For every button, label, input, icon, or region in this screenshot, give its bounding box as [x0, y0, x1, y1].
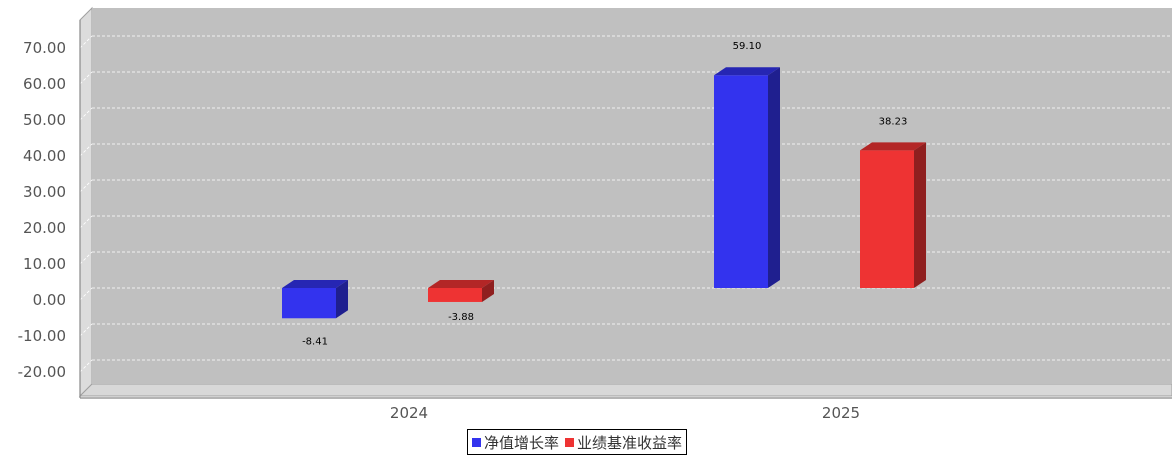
legend-swatch-series-1: [472, 437, 481, 447]
y-tick-label: -20.00: [18, 363, 66, 381]
y-tick-label: 0.00: [33, 291, 66, 309]
legend-swatch-series-2: [565, 437, 575, 447]
x-tick-label: 2024: [390, 404, 428, 422]
legend-item-series-2: 业绩基准收益率: [565, 432, 682, 453]
bars: [282, 67, 926, 319]
data-labels: -8.41 -3.88 59.10 38.23: [302, 41, 907, 347]
y-tick-label: -10.00: [18, 327, 66, 345]
y-tick-label: 60.00: [23, 75, 66, 93]
data-label: -3.88: [448, 312, 474, 323]
legend-label-series-1: 净值增长率: [484, 433, 560, 452]
y-tick-label: 40.00: [23, 147, 66, 165]
bar: [714, 67, 780, 289]
axes: [79, 20, 1172, 399]
legend-label-series-2: 业绩基准收益率: [577, 433, 683, 452]
bar: [282, 280, 348, 319]
grid-lines: [79, 35, 1172, 373]
x-axis-ticks: 2024 2025: [390, 404, 860, 422]
y-axis-ticks: 70.00 60.00 50.00 40.00 30.00 20.00 10.00 0.00 -…: [18, 39, 66, 381]
y-tick-label: 20.00: [23, 219, 66, 237]
data-label: 38.23: [879, 116, 908, 127]
y-tick-label: 50.00: [23, 111, 66, 129]
y-tick-label: 10.00: [23, 255, 66, 273]
y-tick-label: 30.00: [23, 183, 66, 201]
legend: 净值增长率 业绩基准收益率: [467, 429, 688, 455]
bar: [428, 280, 494, 302]
data-label: -8.41: [302, 336, 328, 347]
y-tick-label: 70.00: [23, 39, 66, 57]
x-tick-label: 2025: [822, 404, 860, 422]
data-label: 59.10: [733, 41, 762, 52]
plot-area: [78, 6, 1172, 398]
bar: [860, 142, 926, 288]
legend-item-series-1: 净值增长率: [472, 432, 559, 453]
